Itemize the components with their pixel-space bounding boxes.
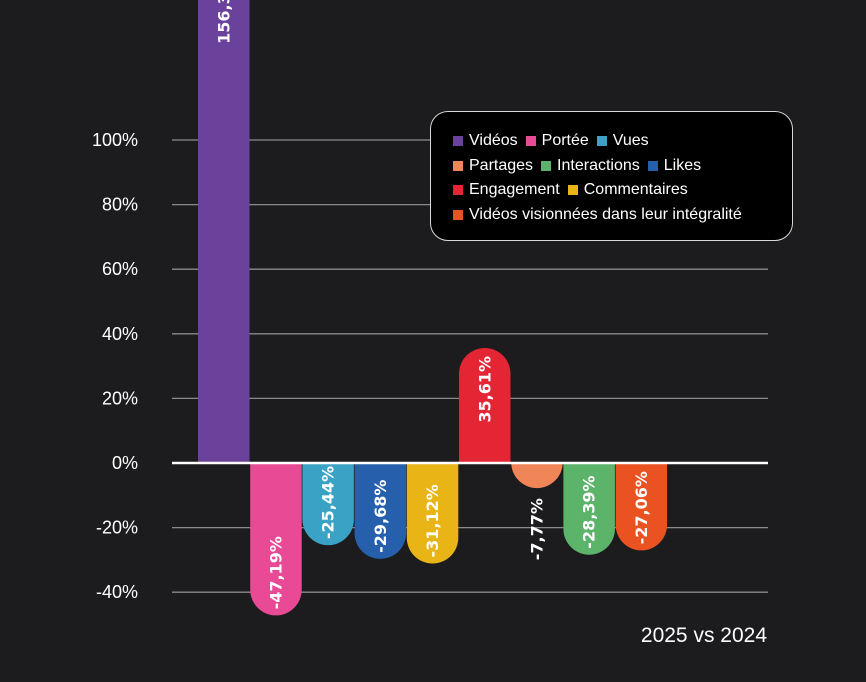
y-tick-label: 60% — [102, 259, 138, 279]
y-tick-label: 0% — [112, 453, 138, 473]
legend-item: Vues — [596, 132, 649, 150]
legend-label: Commentaires — [583, 181, 688, 199]
legend-swatch — [647, 160, 658, 171]
value-label: -25,44% — [319, 466, 338, 539]
value-label: -47,19% — [266, 536, 285, 609]
value-label: -28,39% — [580, 475, 599, 548]
legend-row: Partages Interactions Likes — [453, 154, 792, 179]
legend-swatch — [596, 136, 607, 147]
y-tick-label: 80% — [102, 195, 138, 215]
legend-row: Vidéos visionnées dans leur intégralité — [453, 203, 792, 228]
legend-item: Commentaires — [567, 181, 688, 199]
bar — [250, 463, 302, 616]
value-labels: 156,32% -47,19% -25,44% -29,68% -31,12% 35,61… — [214, 0, 651, 609]
value-label: -31,12% — [423, 484, 442, 557]
bar — [459, 347, 511, 463]
y-tick-label: -40% — [96, 582, 138, 602]
legend-label: Vues — [612, 132, 649, 150]
bar — [198, 0, 250, 463]
bar — [563, 463, 615, 555]
legend-label: Partages — [469, 156, 534, 174]
legend-label: Engagement — [469, 181, 560, 199]
legend-item: Partages — [453, 157, 533, 175]
legend-row: Vidéos Portée Vues — [453, 129, 792, 154]
legend-item: Portée — [525, 132, 589, 150]
legend-swatch — [453, 136, 463, 147]
legend-swatch — [453, 160, 463, 171]
bars — [198, 0, 668, 616]
legend-label: Likes — [663, 156, 702, 174]
legend-row: Engagement Commentaires — [453, 178, 792, 203]
value-label: 156,32% — [214, 0, 233, 44]
y-tick-label: -20% — [96, 518, 138, 538]
legend-swatch — [453, 185, 463, 196]
legend-swatch — [525, 136, 536, 147]
legend-swatch — [453, 209, 463, 220]
legend-label: Portée — [541, 132, 589, 150]
legend-label: Interactions — [557, 156, 640, 174]
legend-item: Vidéos visionnées dans leur intégralité — [453, 206, 742, 224]
value-label: 35,61% — [475, 356, 494, 423]
y-tick-label: 100% — [92, 130, 138, 150]
y-tick-label: 20% — [102, 388, 138, 408]
legend-swatch — [541, 160, 552, 171]
value-label: -29,68% — [371, 480, 390, 553]
legend-label: Vidéos — [469, 132, 518, 150]
y-tick-label: 40% — [102, 324, 138, 344]
legend-item: Vidéos — [453, 132, 518, 150]
legend: Vidéos Portée Vues Partages Interactions Like… — [430, 111, 793, 241]
bar — [615, 463, 668, 551]
bar — [406, 463, 459, 564]
legend-item: Likes — [647, 156, 702, 175]
bar — [302, 463, 354, 546]
bar — [511, 462, 563, 489]
legend-item: Engagement — [453, 181, 560, 199]
comparison-note: 2025 vs 2024 — [641, 624, 767, 647]
value-label: -27,06% — [632, 471, 651, 544]
value-label: -7,77% — [527, 498, 546, 560]
bar — [354, 463, 407, 559]
legend-swatch — [567, 185, 578, 196]
legend-item: Interactions — [541, 157, 640, 175]
legend-label: Vidéos visionnées dans leur intégralité — [469, 205, 742, 223]
y-axis: -40% -20% 0% 20% 40% 60% 80% 100% — [92, 130, 138, 602]
